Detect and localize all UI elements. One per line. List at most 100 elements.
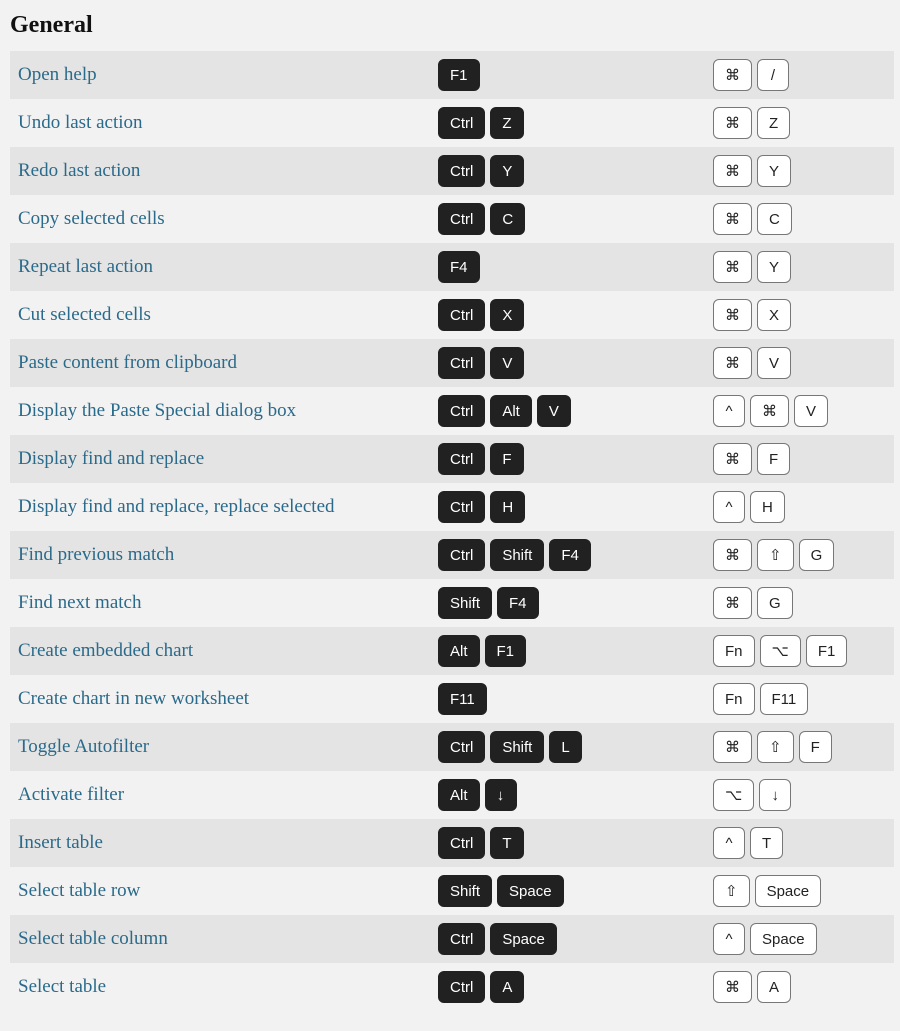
shortcut-label-cell: Copy selected cells — [18, 208, 438, 230]
key-windows: X — [490, 299, 524, 331]
key-windows: Y — [490, 155, 524, 187]
key-windows: Ctrl — [438, 107, 485, 139]
section-title: General — [10, 12, 894, 39]
shortcut-windows-keys: CtrlF — [438, 443, 713, 475]
shortcut-link[interactable]: Select table column — [18, 928, 168, 949]
shortcut-mac-keys: ⇧Space — [713, 875, 886, 907]
key-mac: ⌥ — [760, 635, 801, 667]
shortcut-label-cell: Select table column — [18, 928, 438, 950]
shortcut-row: Paste content from clipboardCtrlV⌘V — [10, 339, 894, 387]
shortcut-label-cell: Select table row — [18, 880, 438, 902]
shortcut-link[interactable]: Paste content from clipboard — [18, 352, 237, 373]
key-windows: Shift — [490, 539, 544, 571]
shortcut-row: Find next matchShiftF4⌘G — [10, 579, 894, 627]
shortcut-link[interactable]: Insert table — [18, 832, 103, 853]
key-mac: ⌘ — [713, 539, 752, 571]
key-windows: F11 — [438, 683, 487, 715]
key-mac: ⌘ — [713, 731, 752, 763]
shortcut-mac-keys: ⌘⇧F — [713, 731, 886, 763]
shortcut-link[interactable]: Redo last action — [18, 160, 140, 181]
shortcut-table: Open helpF1⌘/Undo last actionCtrlZ⌘ZRedo… — [10, 51, 894, 1011]
shortcut-windows-keys: CtrlShiftF4 — [438, 539, 713, 571]
shortcut-mac-keys: ⌘X — [713, 299, 886, 331]
shortcut-label-cell: Redo last action — [18, 160, 438, 182]
shortcut-row: Display find and replace CtrlF⌘F — [10, 435, 894, 483]
key-windows: V — [537, 395, 571, 427]
shortcut-mac-keys: ⌘C — [713, 203, 886, 235]
key-mac: ↓ — [759, 779, 791, 811]
shortcut-link[interactable]: Display the Paste Special dialog box — [18, 400, 296, 421]
key-windows: Space — [497, 875, 564, 907]
key-windows: H — [490, 491, 525, 523]
key-windows: Space — [490, 923, 557, 955]
shortcut-link[interactable]: Undo last action — [18, 112, 143, 133]
shortcut-windows-keys: CtrlSpace — [438, 923, 713, 955]
shortcut-windows-keys: F11 — [438, 683, 713, 715]
shortcut-windows-keys: Alt↓ — [438, 779, 713, 811]
key-windows: Ctrl — [438, 395, 485, 427]
shortcut-link[interactable]: Find previous match — [18, 544, 174, 565]
key-mac: Fn — [713, 683, 755, 715]
shortcut-windows-keys: CtrlX — [438, 299, 713, 331]
key-mac: ⌘ — [713, 347, 752, 379]
shortcut-label-cell: Repeat last action — [18, 256, 438, 278]
key-mac: ⌘ — [713, 299, 752, 331]
shortcut-label-cell: Display find and replace, replace select… — [18, 496, 438, 518]
shortcut-mac-keys: ^⌘V — [713, 395, 886, 427]
key-mac: Y — [757, 251, 791, 283]
shortcut-label-cell: Paste content from clipboard — [18, 352, 438, 374]
key-windows: Alt — [490, 395, 532, 427]
shortcut-windows-keys: CtrlAltV — [438, 395, 713, 427]
shortcut-link[interactable]: Copy selected cells — [18, 208, 165, 229]
key-mac: ⇧ — [757, 731, 794, 763]
shortcut-mac-keys: ⌘A — [713, 971, 886, 1003]
key-mac: ^ — [713, 491, 745, 523]
shortcut-windows-keys: CtrlC — [438, 203, 713, 235]
shortcut-mac-keys: ^Space — [713, 923, 886, 955]
shortcut-windows-keys: F1 — [438, 59, 713, 91]
shortcut-label-cell: Find previous match — [18, 544, 438, 566]
shortcut-link[interactable]: Select table — [18, 976, 106, 997]
shortcut-link[interactable]: Repeat last action — [18, 256, 153, 277]
shortcut-mac-keys: ⌘F — [713, 443, 886, 475]
shortcut-link[interactable]: Create chart in new worksheet — [18, 688, 249, 709]
shortcut-row: Select tableCtrlA⌘A — [10, 963, 894, 1011]
key-mac: ^ — [713, 395, 745, 427]
shortcut-link[interactable]: Create embedded chart — [18, 640, 193, 661]
shortcut-row: Insert table CtrlT^ T — [10, 819, 894, 867]
shortcut-row: Activate filterAlt↓⌥↓ — [10, 771, 894, 819]
shortcut-link[interactable]: Cut selected cells — [18, 304, 151, 325]
key-windows: Ctrl — [438, 203, 485, 235]
key-mac: ^ — [713, 827, 745, 859]
shortcut-windows-keys: CtrlT — [438, 827, 713, 859]
key-mac: ⌘ — [713, 59, 752, 91]
key-mac: V — [794, 395, 828, 427]
shortcut-row: Cut selected cellsCtrlX⌘X — [10, 291, 894, 339]
shortcut-link[interactable]: Select table row — [18, 880, 140, 901]
shortcut-windows-keys: CtrlShiftL — [438, 731, 713, 763]
shortcut-label-cell: Undo last action — [18, 112, 438, 134]
key-mac: Fn — [713, 635, 755, 667]
shortcut-label-cell: Activate filter — [18, 784, 438, 806]
key-windows: Shift — [490, 731, 544, 763]
key-windows: Ctrl — [438, 971, 485, 1003]
key-windows: F1 — [438, 59, 480, 91]
shortcut-mac-keys: ⌘Y — [713, 251, 886, 283]
shortcut-link[interactable]: Activate filter — [18, 784, 124, 805]
shortcut-mac-keys: ⌘/ — [713, 59, 886, 91]
shortcut-link[interactable]: Display find and replace, replace select… — [18, 496, 335, 517]
shortcut-link[interactable]: Open help — [18, 64, 97, 85]
shortcut-row: Display find and replace, replace select… — [10, 483, 894, 531]
shortcut-link[interactable]: Toggle Autofilter — [18, 736, 149, 757]
key-mac: G — [799, 539, 835, 571]
key-mac: F — [799, 731, 832, 763]
shortcut-link[interactable]: Find next match — [18, 592, 141, 613]
key-windows: Ctrl — [438, 155, 485, 187]
shortcut-row: Repeat last actionF4⌘Y — [10, 243, 894, 291]
key-windows: T — [490, 827, 523, 859]
shortcut-mac-keys: ⌘G — [713, 587, 886, 619]
shortcut-link[interactable]: Display find and replace — [18, 448, 204, 469]
key-mac: / — [757, 59, 789, 91]
key-mac: Z — [757, 107, 790, 139]
shortcut-windows-keys: CtrlV — [438, 347, 713, 379]
